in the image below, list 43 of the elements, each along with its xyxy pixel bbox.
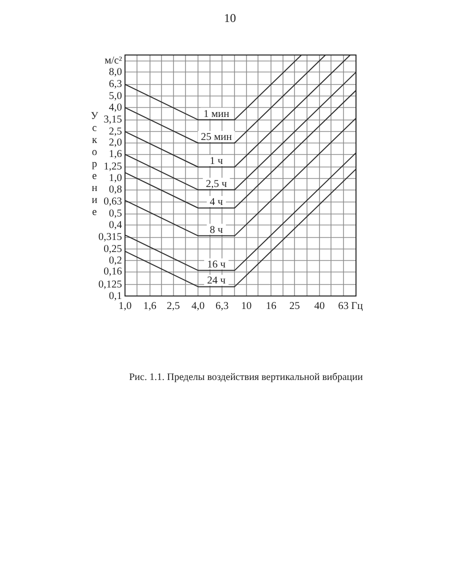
series-label: 8 ч	[210, 224, 224, 236]
y-tick-label: 0,16	[104, 266, 122, 278]
x-tick-label: 1,0	[118, 301, 132, 312]
series-label: 24 ч	[207, 276, 226, 287]
y-tick-label: 0,8	[108, 184, 122, 196]
y-tick-label: 0,63	[104, 196, 122, 208]
y-tick-label: 1,6	[108, 149, 122, 160]
y-tick-label: 4,0	[108, 102, 122, 114]
y-tick-label: 0,5	[108, 208, 122, 220]
y-tick-label: 5,0	[108, 90, 122, 102]
x-tick-label: 63	[338, 301, 349, 312]
x-axis-title: Гц	[351, 300, 364, 312]
y-tick-label: 8,0	[108, 66, 122, 78]
y-tick-label: 1,0	[108, 173, 122, 184]
y-tick-label: м/с²	[104, 56, 122, 67]
y-tick-label: 0,1	[108, 290, 122, 302]
y-tick-label: 6,3	[108, 79, 122, 90]
x-tick-label: 16	[266, 301, 276, 312]
x-tick-label: 25	[289, 301, 300, 312]
series-label: 4 ч	[210, 197, 224, 208]
series-label: 1 ч	[210, 156, 224, 167]
x-tick-label: 4,0	[192, 301, 205, 312]
text: 10	[223, 11, 237, 26]
x-tick-label: 6,3	[215, 301, 229, 312]
y-tick-label: 3,15	[104, 114, 122, 126]
y-axis-title: Ускорение	[88, 111, 100, 219]
y-tick-label: 0,4	[108, 220, 123, 231]
x-tick-label: 2,5	[166, 301, 180, 312]
y-tick-label: 0,125	[98, 279, 122, 290]
series-label: 16 ч	[207, 259, 226, 270]
y-tick-label: 0,2	[108, 255, 122, 266]
y-tick-label: 2,0	[108, 138, 122, 149]
x-tick-label: 40	[314, 301, 325, 312]
series-label: 1 мин	[203, 108, 230, 120]
series-label: 25 мин	[200, 132, 232, 143]
y-tick-label: 0,25	[104, 244, 122, 255]
y-tick-label: 1,25	[104, 162, 122, 173]
y-tick-label: 0,315	[98, 232, 122, 244]
x-tick-label: 1,6	[143, 301, 156, 312]
x-tick-label: 10	[241, 301, 252, 312]
y-tick-label: 2,5	[108, 126, 122, 138]
series-label: 2,5 ч	[206, 178, 228, 190]
text: Рис. 1.1. Пределы воздействия вертикальной вибрации	[128, 372, 364, 383]
